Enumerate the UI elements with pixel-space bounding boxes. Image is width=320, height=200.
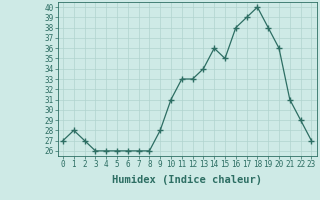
X-axis label: Humidex (Indice chaleur): Humidex (Indice chaleur) [112,175,262,185]
